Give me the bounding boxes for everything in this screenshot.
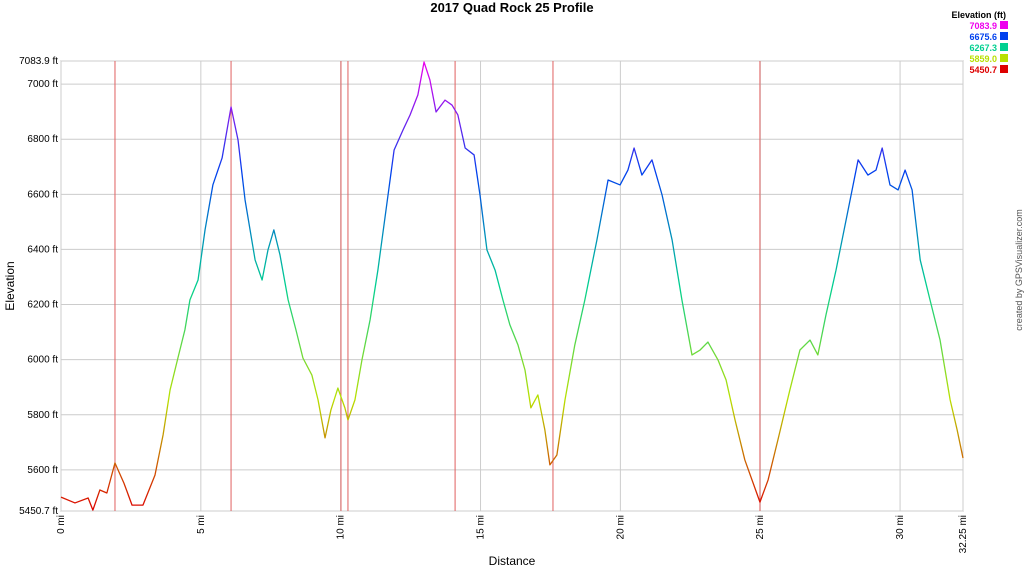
legend-label: 6675.6 <box>969 32 997 42</box>
y-tick-label: 6400 ft <box>27 244 58 255</box>
plot-area <box>60 60 964 512</box>
y-tick-label: 7000 ft <box>27 79 58 90</box>
y-axis-label: Elevation <box>3 261 17 310</box>
legend-label: 5450.7 <box>969 65 997 75</box>
legend-label: 7083.9 <box>969 21 997 31</box>
x-tick-label: 10 mi <box>336 515 347 539</box>
chart-title: 2017 Quad Rock 25 Profile <box>430 0 593 15</box>
y-tick-label: 6200 ft <box>27 300 58 311</box>
x-tick-label: 15 mi <box>476 515 487 539</box>
credit: created by GPSVisualizer.com <box>1014 209 1024 330</box>
legend-swatch <box>1000 43 1008 51</box>
x-tick-label: 20 mi <box>615 515 626 539</box>
y-tick-label: 6800 ft <box>27 134 58 145</box>
y-tick-label: 5450.7 ft <box>19 506 58 517</box>
x-axis-label: Distance <box>489 554 536 568</box>
legend-title: Elevation (ft) <box>951 10 1006 20</box>
legend-swatch <box>1000 65 1008 73</box>
y-tick-label: 6000 ft <box>27 355 58 366</box>
elevation-line <box>60 61 964 511</box>
legend-swatch <box>1000 54 1008 62</box>
x-tick-label: 5 mi <box>196 515 207 534</box>
x-tick-label: 25 mi <box>755 515 766 539</box>
y-tick-label: 5800 ft <box>27 410 58 421</box>
legend-swatch <box>1000 32 1008 40</box>
x-tick-label: 30 mi <box>895 515 906 539</box>
y-tick-label: 7083.9 ft <box>19 56 58 67</box>
legend-label: 5859.0 <box>969 54 997 64</box>
y-tick-label: 5600 ft <box>27 465 58 476</box>
legend-label: 6267.3 <box>969 43 997 53</box>
y-tick-label: 6600 ft <box>27 189 58 200</box>
legend-swatch <box>1000 21 1008 29</box>
x-tick-label: 32.25 mi <box>958 515 969 553</box>
x-tick-label: 0 mi <box>56 515 67 534</box>
